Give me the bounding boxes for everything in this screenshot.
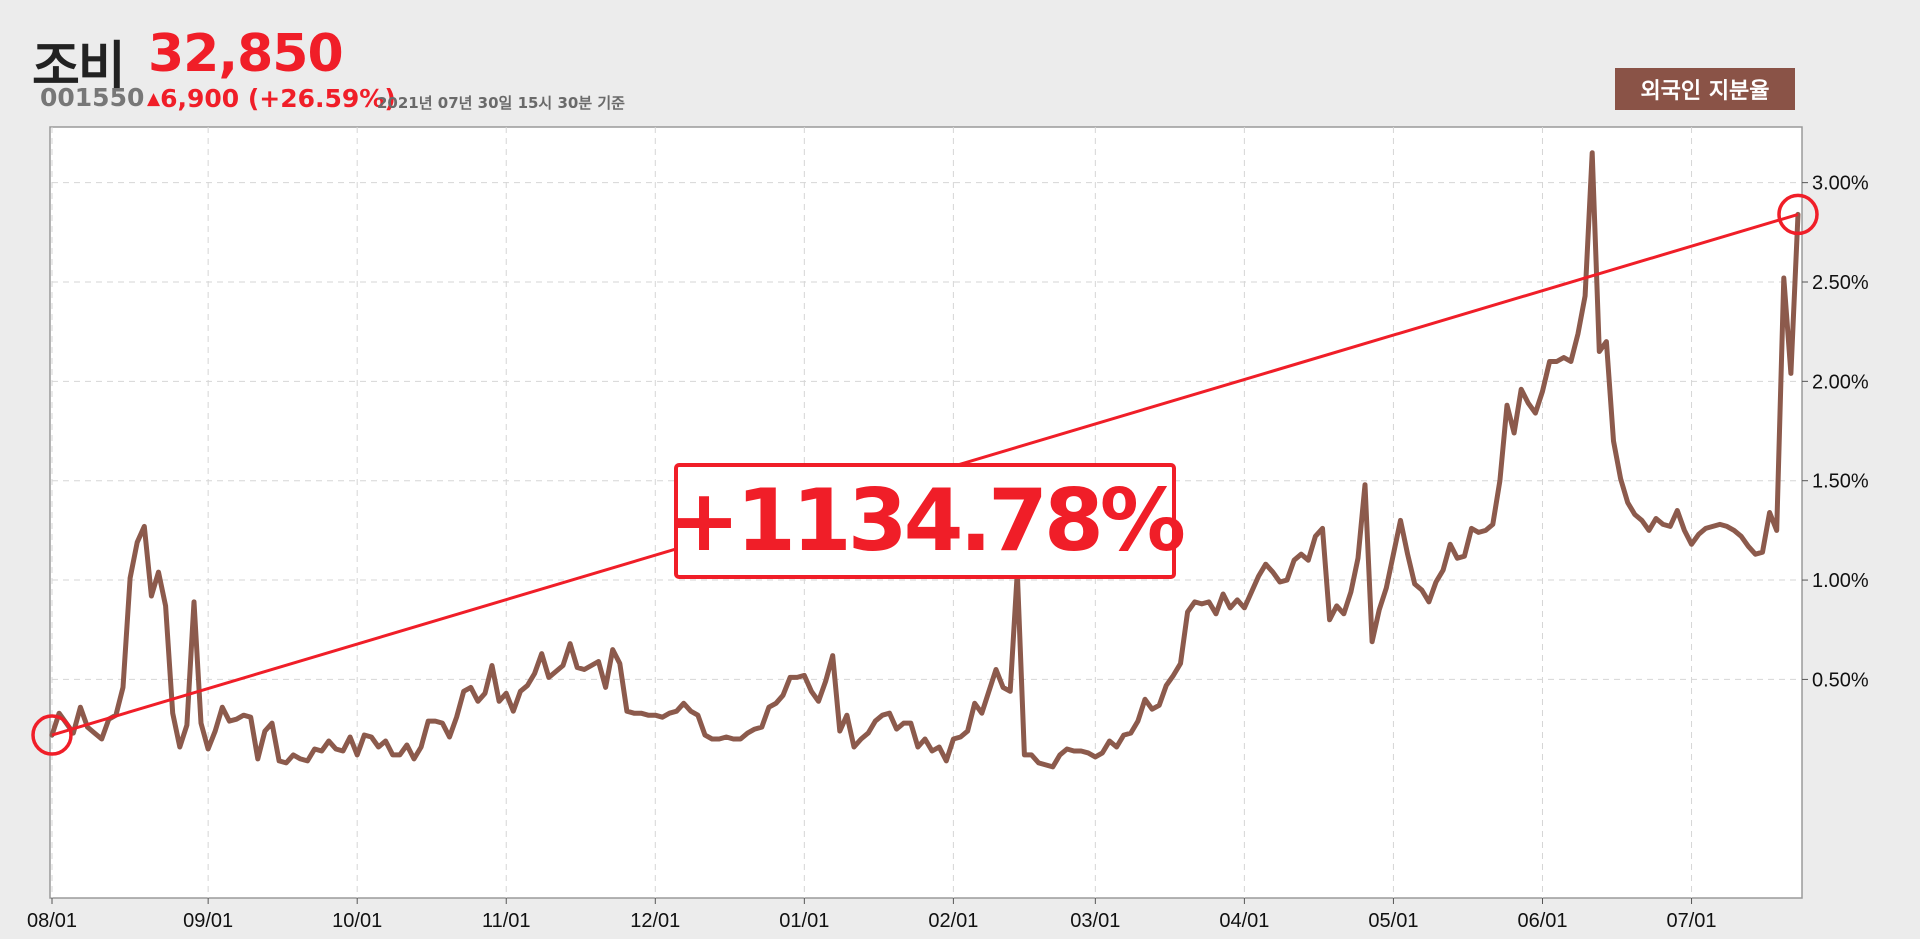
up-arrow-icon: ▲ [147,89,161,109]
y-tick-label: 1.50% [1812,471,1869,493]
stock-code: 001550 [40,83,145,112]
stock-name: 조비 [32,37,126,97]
price-change-value: 6,900 (+26.59%) [160,84,396,113]
x-tick-label: 03/01 [1070,910,1120,932]
y-tick-label: 2.00% [1812,371,1869,393]
y-tick-label: 3.00% [1812,173,1869,195]
x-tick-label: 11/01 [482,910,531,932]
x-tick-label: 06/01 [1517,910,1567,932]
y-axis: 3.00% 2.50% 2.00% 1.50% 1.00% 0.50% [1802,173,1869,691]
x-tick-label: 07/01 [1667,910,1717,932]
y-tick-label: 2.50% [1812,272,1869,294]
x-tick-label: 01/01 [779,910,829,932]
x-tick-label: 09/01 [183,910,233,932]
x-tick-label: 08/01 [27,910,77,932]
stock-price: 32,850 [148,24,344,84]
foreign-ownership-badge: 외국인 지분율 [1615,68,1795,110]
x-tick-label: 02/01 [928,910,978,932]
end-marker [1777,193,1819,236]
y-tick-label: 0.50% [1812,669,1869,691]
start-marker [31,714,73,756]
grid [51,127,1800,898]
price-change: ▲6,900 (+26.59%) [147,84,396,113]
x-tick-label: 05/01 [1368,910,1418,932]
x-tick-label: 10/01 [332,910,382,932]
series-line [49,150,1801,770]
x-tick-label: 04/01 [1219,910,1269,932]
x-axis: 08/01 09/01 10/01 11/01 12/01 01/01 02/01 03/01… [27,898,1717,932]
change-callout: +1134.78% [668,463,1186,579]
timestamp: 2021년 07년 30일 15시 30분 기준 [377,94,625,112]
y-tick-label: 1.00% [1812,570,1869,592]
x-tick-label: 12/01 [630,910,680,932]
